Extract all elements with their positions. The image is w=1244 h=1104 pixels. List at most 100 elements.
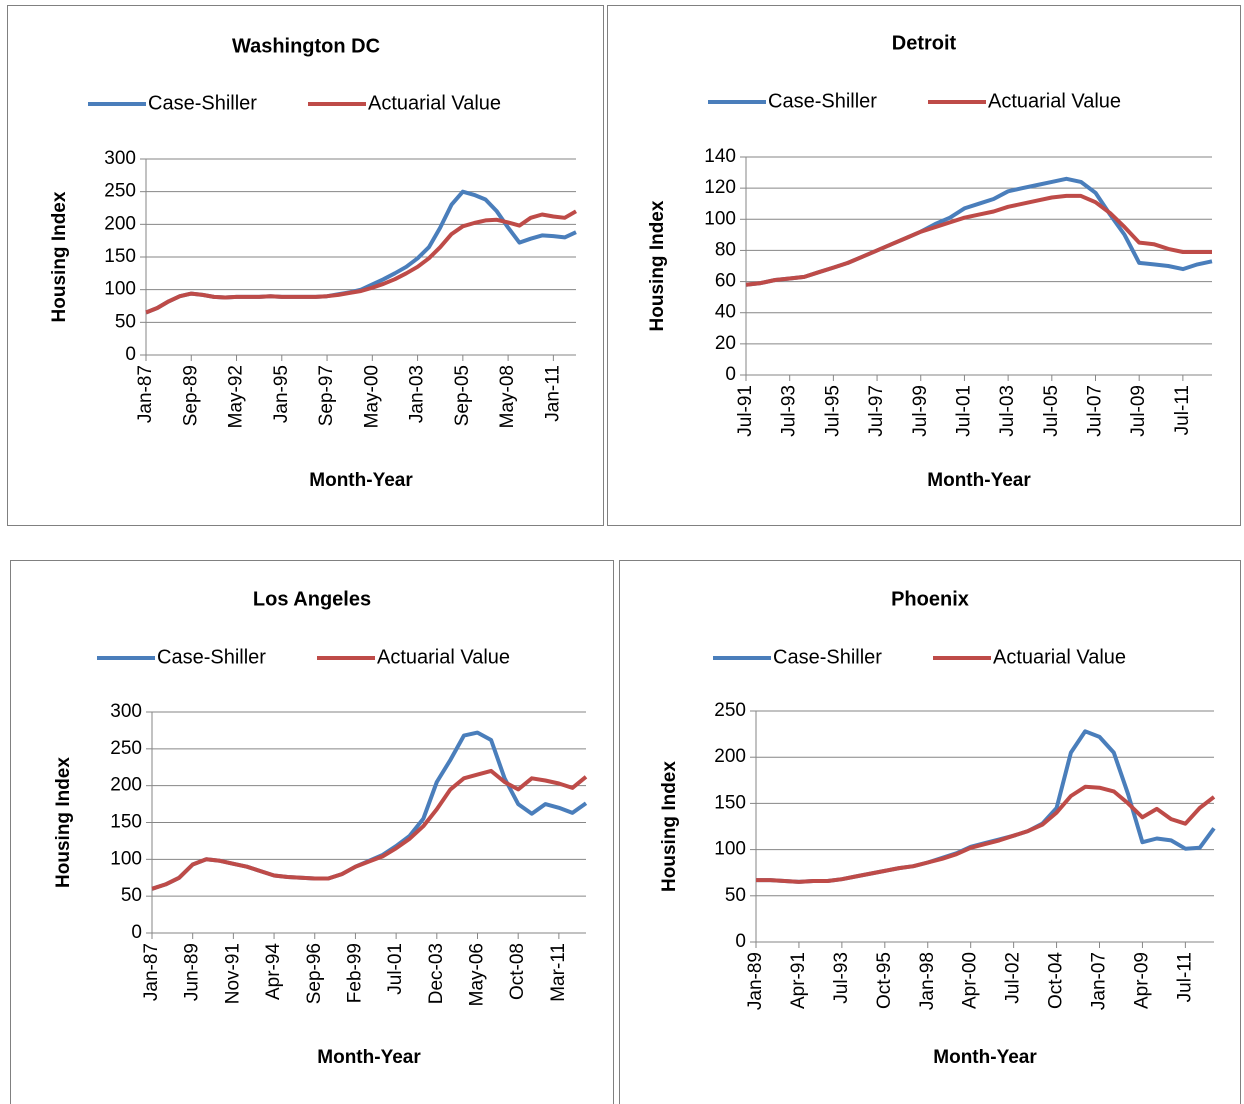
y-tick-label: 100 (110, 848, 142, 869)
data-line (745, 193, 1212, 287)
data-line (756, 729, 1216, 884)
y-tick-label: 200 (110, 775, 142, 796)
legend-label: Case-Shiller (148, 92, 257, 114)
x-axis-title: Month-Year (933, 1047, 1037, 1068)
y-tick-label: 100 (704, 208, 736, 229)
x-tick-label: Apr-91 (788, 952, 809, 1009)
x-tick-label: Jan-87 (141, 943, 162, 1001)
y-tick-label: 100 (714, 839, 746, 860)
x-tick-label: Oct-04 (1046, 952, 1067, 1009)
legend-label: Actuarial Value (993, 646, 1126, 668)
y-axis-title: Housing Index (647, 200, 668, 331)
panel-border (619, 560, 1241, 1104)
y-tick-label: 40 (715, 302, 736, 323)
x-tick-label: Oct-95 (874, 952, 895, 1009)
x-tick-label: Jan-11 (542, 365, 563, 422)
x-tick-label: Jul-01 (385, 943, 406, 995)
x-tick-label: Sep-05 (452, 365, 473, 426)
y-tick-label: 60 (715, 271, 736, 292)
x-tick-label: Jul-95 (822, 385, 843, 437)
x-tick-label: Jul-93 (779, 385, 800, 437)
x-tick-label: Jul-11 (1172, 385, 1193, 435)
x-tick-label: Jan-98 (917, 952, 938, 1010)
x-tick-label: Jul-01 (953, 385, 974, 437)
panel-border (607, 5, 1241, 526)
x-tick-label: Jul-03 (997, 385, 1018, 437)
y-tick-label: 20 (715, 333, 736, 354)
x-tick-label: Jul-99 (910, 385, 931, 437)
x-tick-label: Jul-11 (1174, 952, 1195, 1002)
y-tick-label: 140 (704, 146, 736, 167)
panel-border (7, 5, 604, 526)
x-tick-label: Apr-94 (263, 943, 284, 1000)
data-line (756, 784, 1216, 884)
y-tick-label: 200 (714, 746, 746, 767)
y-tick-label: 150 (714, 792, 746, 813)
x-tick-label: Apr-09 (1131, 952, 1152, 1009)
x-tick-label: Feb-99 (344, 943, 365, 1003)
y-tick-label: 250 (110, 738, 142, 759)
x-tick-label: Sep-97 (316, 365, 337, 426)
legend-label: Case-Shiller (157, 646, 266, 668)
chart-title: Washington DC (232, 35, 380, 57)
x-tick-label: Jan-87 (135, 365, 156, 423)
x-tick-label: May-00 (361, 365, 382, 428)
chart-title: Los Angeles (253, 588, 371, 610)
y-tick-label: 0 (735, 931, 746, 952)
y-tick-label: 50 (121, 885, 142, 906)
x-tick-label: Jul-97 (866, 385, 887, 437)
y-tick-label: 0 (725, 364, 736, 385)
y-tick-label: 250 (714, 700, 746, 721)
y-tick-label: 0 (125, 344, 136, 365)
x-tick-label: Sep-89 (180, 365, 201, 426)
x-tick-label: Jun-89 (182, 943, 203, 1001)
x-tick-label: Jul-05 (1041, 385, 1062, 437)
y-tick-label: 50 (115, 311, 136, 332)
x-tick-label: Jan-95 (271, 365, 292, 423)
x-tick-label: Jul-02 (1003, 952, 1024, 1004)
legend-label: Actuarial Value (368, 92, 501, 114)
y-tick-label: 150 (104, 246, 136, 267)
x-tick-label: Jan-03 (407, 365, 428, 423)
x-axis-title: Month-Year (317, 1047, 421, 1068)
x-tick-label: May-08 (497, 365, 518, 428)
x-tick-label: Jan-07 (1089, 952, 1110, 1010)
legend-label: Case-Shiller (768, 90, 877, 112)
legend-label: Actuarial Value (377, 646, 510, 668)
x-tick-label: Jul-91 (735, 385, 756, 437)
panel-border (10, 560, 614, 1104)
x-tick-label: Dec-03 (426, 943, 447, 1004)
y-tick-label: 300 (104, 148, 136, 169)
data-line (151, 768, 588, 891)
x-tick-label: Apr-00 (960, 952, 981, 1009)
y-axis-title: Housing Index (53, 757, 74, 888)
y-tick-label: 250 (104, 181, 136, 202)
x-tick-label: Jul-07 (1085, 385, 1106, 437)
x-axis-title: Month-Year (927, 470, 1031, 491)
y-tick-label: 50 (725, 885, 746, 906)
x-tick-label: Nov-91 (222, 943, 243, 1004)
y-tick-label: 0 (131, 922, 142, 943)
x-tick-label: Jul-09 (1128, 385, 1149, 437)
y-tick-label: 200 (104, 213, 136, 234)
x-tick-label: Oct-08 (507, 943, 528, 1000)
data-line (145, 209, 577, 315)
y-tick-label: 120 (704, 177, 736, 198)
x-axis-title: Month-Year (309, 470, 413, 491)
chart-title: Phoenix (891, 588, 969, 610)
y-axis-title: Housing Index (49, 191, 70, 322)
legend-label: Case-Shiller (773, 646, 882, 668)
x-tick-label: May-06 (467, 943, 488, 1006)
x-tick-label: Sep-96 (304, 943, 325, 1004)
data-line (151, 730, 588, 891)
y-axis-title: Housing Index (659, 761, 680, 892)
legend-label: Actuarial Value (988, 90, 1121, 112)
data-line (745, 176, 1213, 287)
chart-title: Detroit (892, 32, 957, 54)
y-tick-label: 300 (110, 701, 142, 722)
y-tick-label: 150 (110, 812, 142, 833)
y-tick-label: 100 (104, 279, 136, 300)
x-tick-label: Mar-11 (548, 943, 569, 1002)
